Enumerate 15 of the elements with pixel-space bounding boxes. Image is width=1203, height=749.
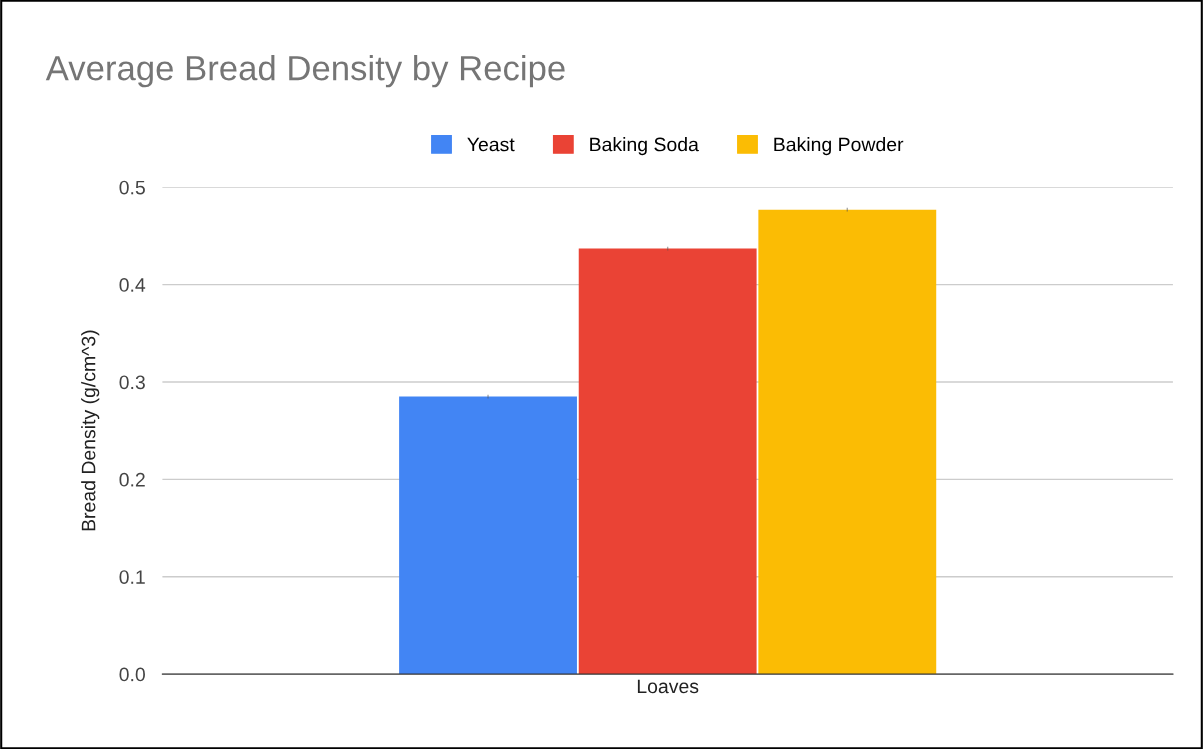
chart-title: Average Bread Density by Recipe: [45, 54, 565, 88]
legend-label: Baking Soda: [590, 137, 699, 156]
x-tick-label: Loaves: [637, 679, 699, 694]
y-tick-label: 0.2: [119, 472, 145, 487]
bar: [578, 248, 757, 675]
legend-label: Baking Powder: [774, 137, 904, 156]
y-tick-label: 0.1: [119, 570, 145, 584]
y-tick-label: 0.3: [119, 375, 145, 390]
y-tick-label: 0.5: [119, 180, 145, 195]
legend-label: Yeast: [467, 137, 515, 152]
y-tick-label: 0.0: [119, 667, 145, 682]
y-axis-title: Bread Density (g/cm^3): [81, 330, 100, 531]
y-tick-label: 0.4: [119, 278, 146, 292]
bar: [399, 396, 577, 675]
bar: [758, 209, 937, 675]
